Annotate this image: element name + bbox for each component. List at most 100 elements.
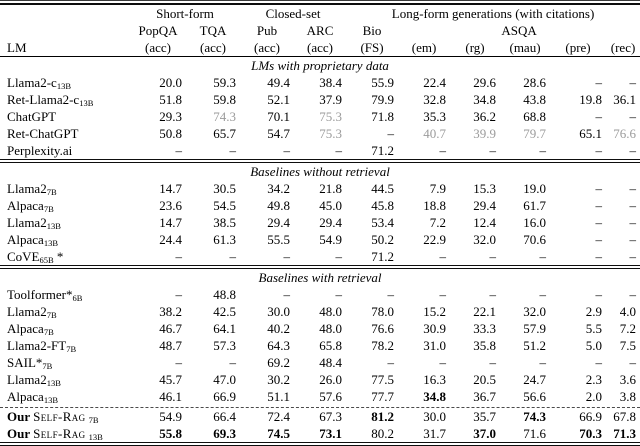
metric-value-cell: 48.0 — [319, 321, 343, 336]
metric-value-cell: 26.0 — [319, 372, 343, 387]
metric-value-cell: – — [439, 287, 447, 302]
metric-value-cell: 78.2 — [371, 338, 395, 353]
metric-value-cell: 50.8 — [159, 126, 182, 141]
metric-value-cell: 20.0 — [159, 75, 182, 90]
metric-value-cell: 48.8 — [213, 287, 236, 302]
metric-value-cell: – — [489, 287, 497, 302]
metric-value-cell: 70.6 — [523, 232, 547, 247]
column-group-header: Short-form — [156, 6, 214, 21]
metric-value-cell: 71.2 — [371, 143, 395, 158]
metric-value-cell: 71.2 — [371, 249, 395, 264]
metric-value-cell: 51.2 — [523, 338, 547, 353]
model-name: Perplexity.ai — [7, 143, 73, 158]
metric-value-cell: 77.7 — [371, 389, 395, 404]
metric-value-cell: – — [283, 143, 291, 158]
model-name: Alpaca — [7, 232, 44, 247]
metric-value-cell: 29.6 — [473, 75, 497, 90]
metric-value-cell: 76.6 — [613, 126, 637, 141]
metric-value-cell: 77.5 — [371, 372, 395, 387]
metric-value-cell: – — [229, 249, 237, 264]
metric-value-cell: – — [283, 249, 291, 264]
metric-value-cell: 75.3 — [319, 126, 343, 141]
metric-value-cell: 22.4 — [423, 75, 447, 90]
model-name: Llama2 — [7, 372, 47, 387]
header-task-row: PopQA TQA Pub ARC Bio ASQA — [0, 22, 640, 39]
metric-value-cell: 65.8 — [319, 338, 343, 353]
table-row: CoVE65B * – – – – 71.2 – – – – – — [0, 248, 640, 265]
metric-value-cell: 7.9 — [429, 181, 447, 196]
metric-value-cell: 54.9 — [319, 232, 343, 247]
metric-value-cell: – — [539, 355, 547, 370]
table-row: Our Self-Rag 7B 54.9 66.4 72.4 67.3 81.2 30.0 35… — [0, 408, 640, 425]
model-name: Ret-ChatGPT — [7, 126, 79, 141]
model-size-subscript: 7B — [43, 204, 54, 214]
model-name: Self-Rag — [33, 409, 86, 424]
metric-value-cell: 57.6 — [319, 389, 343, 404]
metric-value-cell: 56.6 — [523, 389, 547, 404]
row-label: ChatGPT — [0, 108, 130, 125]
table-row: Llama213B 14.7 38.5 29.4 29.4 53.4 7.2 12.4 16.0… — [0, 214, 640, 231]
metric-value-cell: – — [439, 143, 447, 158]
metric-value-cell: 19.8 — [579, 92, 603, 107]
row-label-prefix: Our — [7, 426, 34, 441]
metric-value-cell: 64.1 — [213, 321, 236, 336]
column-group-header: Closed-set — [265, 6, 321, 21]
metric-value-cell: 66.4 — [213, 409, 236, 424]
metric-value-cell: 67.8 — [613, 409, 637, 424]
metric-value-cell: 32.8 — [423, 92, 447, 107]
model-name: Alpaca — [7, 198, 44, 213]
metric-value-cell: 7.2 — [619, 321, 637, 336]
metric-value-cell: 35.8 — [473, 338, 497, 353]
row-label: Alpaca13B — [0, 388, 130, 405]
model-name: Llama2 — [7, 181, 47, 196]
metric-value-cell: – — [629, 143, 637, 158]
metric-value-cell: 37.0 — [473, 426, 497, 441]
metric-value-cell: 2.0 — [585, 389, 603, 404]
metric-value-cell: 32.0 — [473, 232, 497, 247]
row-label: Alpaca13B — [0, 231, 130, 248]
row-label-prefix: Our — [7, 409, 34, 424]
row-label: Alpaca7B — [0, 320, 130, 337]
row-label: Llama27B — [0, 180, 130, 197]
metric-value-cell: 71.8 — [371, 109, 395, 124]
metric-header: (pre) — [550, 39, 607, 57]
metric-value-cell: 2.3 — [585, 372, 603, 387]
metric-value-cell: – — [595, 198, 603, 213]
metric-value-cell: 45.0 — [319, 198, 343, 213]
metric-value-cell: 38.5 — [213, 215, 236, 230]
metric-value-cell: – — [629, 109, 637, 124]
metric-value-cell: 3.8 — [619, 389, 637, 404]
model-size-subscript: 65B — [39, 255, 54, 265]
metric-header: (FS) — [346, 39, 399, 57]
metric-value-cell: 78.0 — [371, 304, 395, 319]
section-separator-rule — [0, 265, 640, 269]
metric-value-cell: 54.9 — [159, 409, 182, 424]
metric-value-cell: 20.5 — [473, 372, 497, 387]
metric-value-cell: 22.9 — [423, 232, 447, 247]
metric-value-cell: 16.0 — [523, 215, 547, 230]
model-name: Alpaca — [7, 389, 44, 404]
metric-value-cell: 53.4 — [371, 215, 395, 230]
metric-value-cell: – — [629, 198, 637, 213]
metric-value-cell: 19.0 — [523, 181, 547, 196]
model-size-subscript: 7B — [46, 187, 57, 197]
row-label: Alpaca7B — [0, 197, 130, 214]
metric-value-cell: 40.7 — [423, 126, 447, 141]
metric-value-cell: 59.8 — [213, 92, 236, 107]
metric-value-cell: 42.5 — [213, 304, 236, 319]
metric-value-cell: 79.9 — [371, 92, 395, 107]
header-spacer-cell — [0, 22, 130, 39]
metric-header: (em) — [398, 39, 451, 57]
metric-value-cell: 49.4 — [267, 75, 290, 90]
row-label: Toolformer*6B — [0, 286, 130, 303]
metric-value-cell: – — [539, 143, 547, 158]
row-label: Llama27B — [0, 303, 130, 320]
metric-value-cell: 71.3 — [613, 426, 637, 441]
metric-value-cell: 49.8 — [267, 198, 290, 213]
model-name: Llama2 — [7, 304, 47, 319]
metric-value-cell: 61.3 — [213, 232, 236, 247]
metric-value-cell: 45.7 — [159, 372, 182, 387]
metric-value-cell: – — [175, 287, 183, 302]
metric-value-cell: 55.8 — [159, 426, 182, 441]
metric-value-cell: 39.9 — [473, 126, 497, 141]
